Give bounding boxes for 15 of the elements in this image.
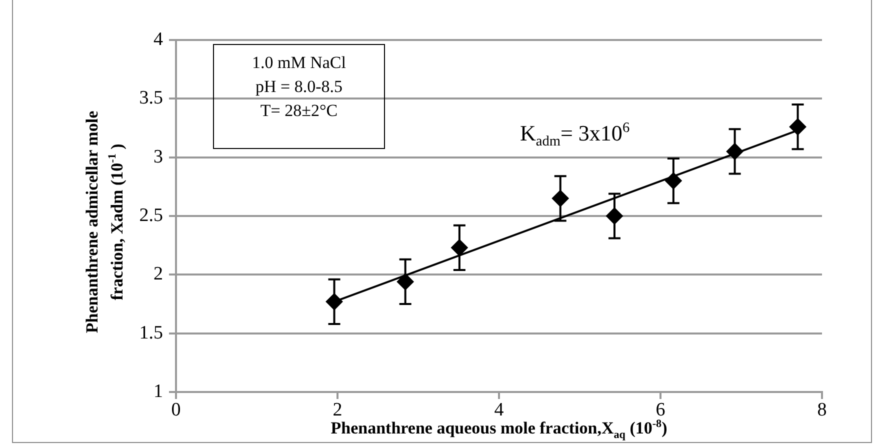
text-box: 1.0 mM NaCl pH = 8.0-8.5 T= 28±2°C	[213, 44, 385, 149]
y-tick-label: 2	[154, 264, 163, 285]
y-tick-label: 3	[154, 146, 163, 168]
y-tick-label: 1	[154, 380, 163, 402]
y-tick-label: 1.5	[139, 322, 163, 344]
x-tick-label: 6	[656, 399, 666, 420]
annotation: K$_{adm}$= 3x10$^{6}$	[520, 120, 630, 151]
x-axis-title: Phenanthrene aqueous mole fraction,X$_{aq}$ (10$^{-8}$)	[330, 418, 668, 442]
x-tick-label: 8	[817, 399, 827, 420]
x-tick-label: 2	[332, 399, 342, 420]
x-tick-label: 0	[171, 399, 181, 420]
y-tick-label: 3.5	[139, 88, 163, 109]
y-tick-label: 4	[154, 28, 164, 50]
x-tick-label: 4	[494, 399, 504, 420]
y-tick-label: 2.5	[139, 204, 163, 226]
